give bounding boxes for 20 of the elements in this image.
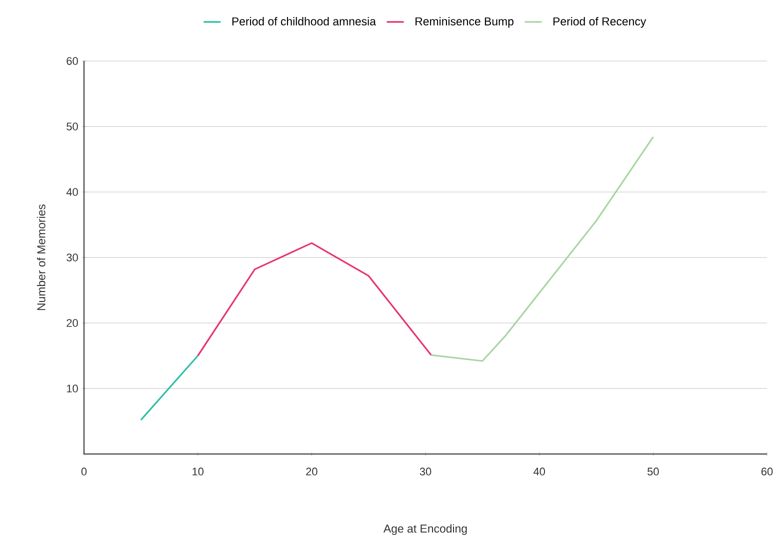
x-tick-label: 20 [306, 468, 318, 476]
legend-label: Reminisence Bump [416, 17, 514, 28]
legend-label: Period of childhood amnesia [232, 17, 376, 26]
line-series [197, 242, 432, 357]
line-series [430, 136, 654, 362]
y-axis-title: Number of Memories [36, 204, 46, 310]
x-axis-title: Age at Encoding [383, 524, 467, 535]
y-tick-label: 30 [66, 254, 78, 262]
x-tick-label: 60 [761, 468, 773, 476]
y-tick-label: 50 [66, 122, 78, 130]
x-tick-label: 10 [192, 468, 204, 476]
x-tick-label: 50 [648, 468, 659, 476]
y-tick-label: 20 [66, 319, 78, 327]
x-tick-label: 40 [533, 468, 545, 476]
x-tick-label: 0 [81, 468, 87, 476]
y-tick-label: 40 [66, 188, 78, 196]
x-tick-label: 30 [420, 468, 432, 476]
y-tick-label: 60 [66, 57, 78, 65]
y-tick-label: 10 [66, 384, 78, 392]
legend-label: Period of Recency [553, 17, 646, 28]
